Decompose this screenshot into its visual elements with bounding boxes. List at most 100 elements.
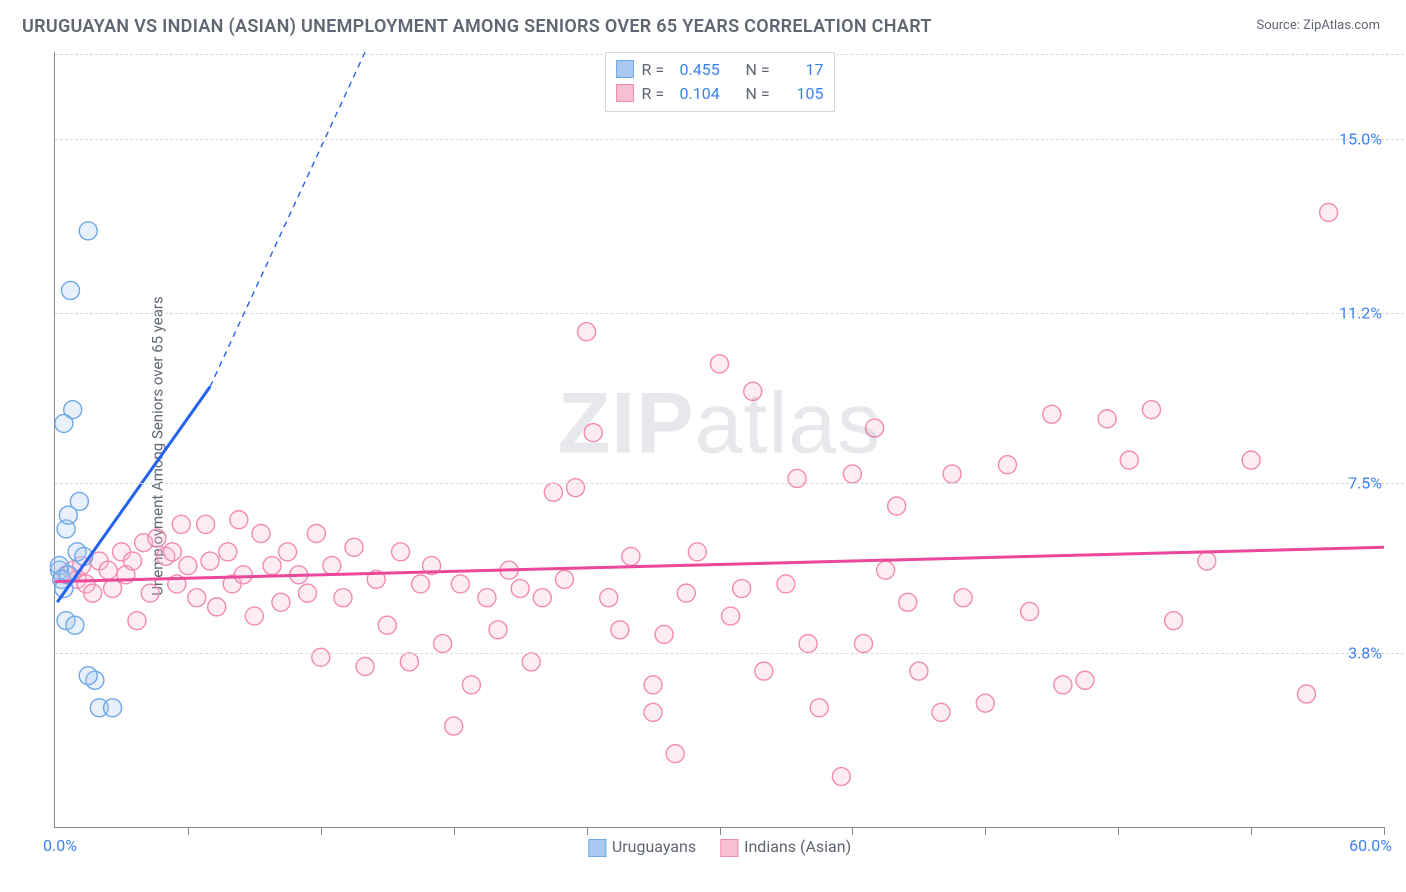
data-point (976, 694, 994, 712)
n-label: N = (746, 84, 776, 103)
n-label: N = (746, 60, 776, 79)
plot-svg (55, 52, 1384, 827)
data-point (666, 745, 684, 763)
data-point (854, 635, 872, 653)
data-point (299, 584, 317, 602)
data-point (744, 382, 762, 400)
data-point (201, 552, 219, 570)
r-label: R = (642, 60, 672, 79)
data-point (1054, 676, 1072, 694)
x-tick (188, 827, 189, 835)
data-point (323, 557, 341, 575)
data-point (197, 515, 215, 533)
data-point (555, 570, 573, 588)
data-point (79, 222, 97, 240)
source-link[interactable]: ZipAtlas.com (1303, 18, 1380, 33)
data-point (888, 497, 906, 515)
gridline (55, 313, 1404, 314)
gridline (55, 139, 1404, 140)
swatch-indians-icon (720, 839, 738, 857)
r-value-indians: 0.104 (680, 84, 738, 103)
data-point (1142, 401, 1160, 419)
legend-item-uruguayans: Uruguayans (588, 837, 696, 857)
x-tick (587, 827, 588, 835)
data-point (644, 676, 662, 694)
r-label: R = (642, 84, 672, 103)
data-point (312, 648, 330, 666)
x-axis-min-label: 0.0% (43, 836, 77, 855)
r-value-uruguayans: 0.455 (680, 60, 738, 79)
data-point (356, 657, 374, 675)
legend-label-indians: Indians (Asian) (744, 837, 851, 856)
data-point (1021, 602, 1039, 620)
data-point (544, 483, 562, 501)
data-point (511, 580, 529, 598)
x-tick (1384, 827, 1385, 835)
data-point (99, 561, 117, 579)
data-point (272, 593, 290, 611)
data-point (843, 465, 861, 483)
data-point (219, 543, 237, 561)
data-point (345, 538, 363, 556)
x-tick (1118, 827, 1119, 835)
legend-row-indians: R = 0.104 N = 105 (616, 81, 824, 105)
data-point (307, 525, 325, 543)
data-point (954, 589, 972, 607)
trend-line (55, 547, 1384, 581)
data-point (489, 621, 507, 639)
gridline (55, 653, 1404, 654)
data-point (451, 575, 469, 593)
n-value-uruguayans: 17 (784, 60, 824, 79)
swatch-indians (616, 84, 634, 102)
data-point (932, 703, 950, 721)
data-point (462, 676, 480, 694)
data-point (252, 525, 270, 543)
data-point (445, 717, 463, 735)
data-point (279, 543, 297, 561)
data-point (411, 575, 429, 593)
data-point (128, 612, 146, 630)
data-point (104, 580, 122, 598)
data-point (124, 552, 142, 570)
data-point (163, 543, 181, 561)
data-point (478, 589, 496, 607)
x-axis-max-label: 60.0% (1349, 836, 1392, 855)
x-tick (454, 827, 455, 835)
data-point (70, 492, 88, 510)
source-prefix: Source: (1256, 18, 1303, 33)
data-point (230, 511, 248, 529)
data-point (148, 529, 166, 547)
trend-line-extrapolated (210, 52, 365, 387)
data-point (799, 635, 817, 653)
data-point (611, 621, 629, 639)
data-point (578, 323, 596, 341)
legend-item-indians: Indians (Asian) (720, 837, 851, 857)
data-point (600, 589, 618, 607)
data-point (810, 699, 828, 717)
data-point (104, 699, 122, 717)
data-point (234, 566, 252, 584)
data-point (910, 662, 928, 680)
data-point (777, 575, 795, 593)
series-legend: Uruguayans Indians (Asian) (588, 837, 851, 857)
data-point (434, 635, 452, 653)
data-point (1297, 685, 1315, 703)
data-point (1120, 451, 1138, 469)
correlation-legend: R = 0.455 N = 17 R = 0.104 N = 105 (605, 52, 835, 112)
data-point (1320, 204, 1338, 222)
x-tick (321, 827, 322, 835)
data-point (722, 607, 740, 625)
x-tick (720, 827, 721, 835)
data-point (245, 607, 263, 625)
legend-row-uruguayans: R = 0.455 N = 17 (616, 57, 824, 81)
data-point (567, 479, 585, 497)
data-point (1098, 410, 1116, 428)
data-point (179, 557, 197, 575)
data-point (1242, 451, 1260, 469)
data-point (711, 355, 729, 373)
data-point (55, 414, 73, 432)
data-point (263, 557, 281, 575)
data-point (688, 543, 706, 561)
data-point (1076, 671, 1094, 689)
data-point (522, 653, 540, 671)
